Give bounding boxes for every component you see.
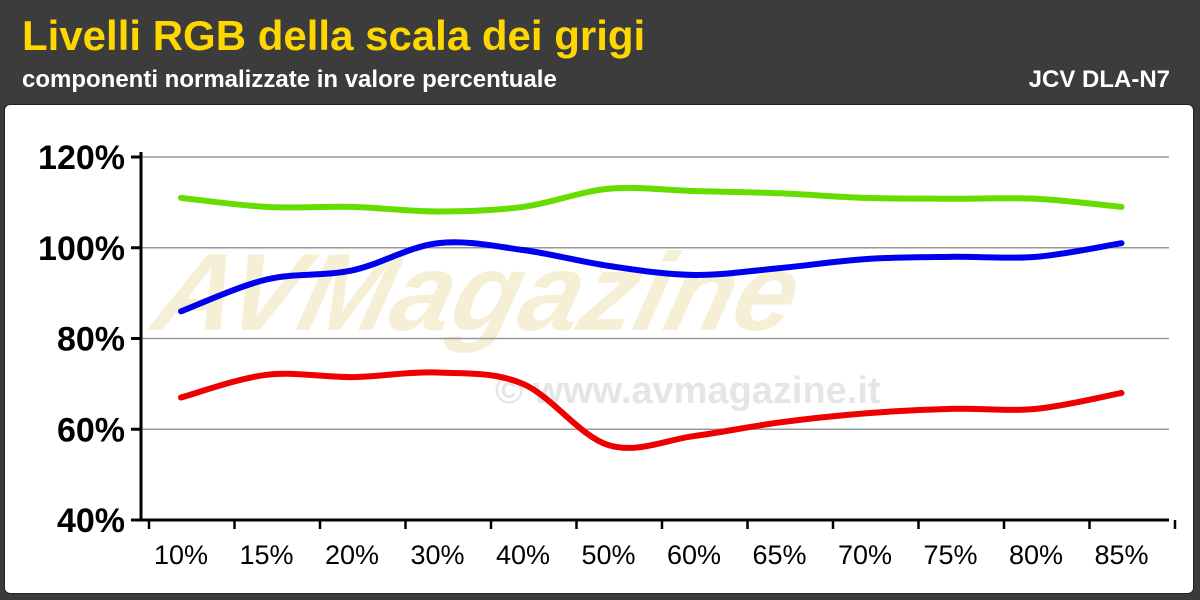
x-tick-label: 70% — [838, 540, 892, 570]
x-tick-label: 30% — [410, 540, 464, 570]
watermark-logo-text: AVMagazine — [140, 231, 813, 354]
grid-layer — [141, 156, 1169, 430]
y-tick-label: 100% — [38, 230, 125, 268]
x-tick-label: 60% — [667, 540, 721, 570]
watermark-url-text: © www.avmagazine.it — [495, 370, 881, 412]
chart-panel: AVMagazine © www.avmagazine.it 120% 100% 8… — [4, 104, 1194, 594]
y-tick-label: 40% — [57, 502, 125, 540]
green-series-line — [178, 184, 1125, 215]
x-tick-label: 40% — [496, 540, 550, 570]
x-tick-label: 85% — [1094, 540, 1148, 570]
y-tick-label: 80% — [57, 321, 125, 359]
x-tick-label: 20% — [325, 540, 379, 570]
chart-title: Livelli RGB della scala dei grigi — [22, 12, 646, 59]
axes-layer — [131, 152, 1177, 529]
blue-series-line — [178, 239, 1125, 315]
series-layer — [178, 184, 1125, 451]
red-series-line — [178, 369, 1125, 451]
x-tick-label: 75% — [923, 540, 977, 570]
x-tick-label: 50% — [581, 540, 635, 570]
x-tick-label: 10% — [154, 540, 208, 570]
x-tick-label: 15% — [239, 540, 293, 570]
x-tick-label: 65% — [752, 540, 806, 570]
y-tick-label: 60% — [57, 411, 125, 449]
y-tick-label: 120% — [38, 139, 125, 177]
labels-layer: 120% 100% 80% 60% 40% 10% 15% 20% 30% 40% 50% 60% 65… — [38, 139, 1148, 570]
chart-header: Livelli RGB della scala dei grigi compon… — [0, 0, 1200, 104]
chart-subtitle: componenti normalizzate in valore percen… — [22, 66, 557, 93]
avmagazine-watermark: AVMagazine © www.avmagazine.it — [140, 231, 881, 412]
device-label: JCV DLA-N7 — [1028, 66, 1170, 93]
x-tick-label: 80% — [1009, 540, 1063, 570]
line-chart: AVMagazine © www.avmagazine.it 120% 100% 8… — [38, 139, 1177, 570]
